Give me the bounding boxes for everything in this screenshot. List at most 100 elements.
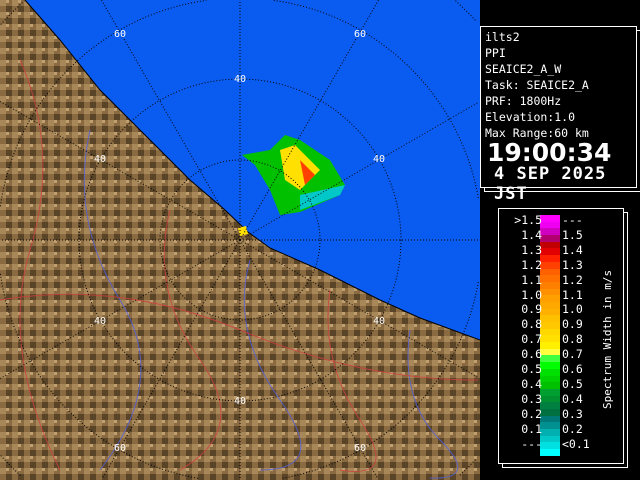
color-swatch (540, 395, 560, 403)
range-ring (459, 459, 476, 476)
color-swatch (540, 288, 560, 296)
left-legend-label: --- (521, 436, 542, 451)
right-legend-label: 1.3 (562, 257, 583, 272)
color-swatch (540, 228, 560, 236)
color-swatch (540, 422, 560, 429)
color-legend: >1.5 --- 1.4 1.5 1.3 1.4 1.2 1.3 1.1 1.2 1.0 1.1 0.9… (498, 208, 624, 464)
scan-mode: PPI (485, 46, 506, 60)
color-swatch (540, 388, 560, 396)
color-swatch (540, 342, 560, 349)
color-swatch (540, 408, 560, 416)
azimuth-spoke (0, 239, 241, 379)
left-legend-label: 0.8 (521, 317, 542, 332)
color-swatch (540, 301, 560, 309)
site-name: ilts2 (485, 30, 520, 44)
echo-region (238, 135, 345, 236)
right-legend-label: 0.2 (562, 421, 583, 436)
left-legend-label: 0.2 (521, 406, 542, 421)
task-name: Task: SEAICE2_A (485, 78, 589, 92)
range-rings (0, 0, 480, 480)
range-ring (0, 0, 207, 207)
color-swatch (540, 255, 560, 262)
right-legend-label: 0.3 (562, 406, 583, 421)
right-legend-label: 1.2 (562, 272, 583, 287)
color-swatch (540, 328, 560, 336)
right-legend-label: 1.4 (562, 242, 583, 257)
max-range-value: Max Range:60 km (485, 126, 589, 140)
color-swatch (540, 295, 560, 302)
color-swatch (540, 355, 560, 363)
left-legend-label: 1.4 (521, 227, 542, 242)
right-legend-label: 0.4 (562, 391, 583, 406)
right-legend-label: 1.1 (562, 287, 583, 302)
range-label: 40 (234, 74, 246, 85)
left-legend-label: 0.1 (521, 421, 542, 436)
color-swatch (540, 435, 560, 443)
color-bar (540, 215, 560, 456)
color-swatch (540, 281, 560, 289)
color-swatch (540, 368, 560, 376)
color-swatch (540, 402, 560, 409)
right-legend-label: 0.7 (562, 347, 583, 362)
left-legend-label: 0.9 (521, 302, 542, 317)
range-label: 40 (373, 316, 385, 327)
range-label: 40 (234, 396, 246, 407)
color-swatch (540, 235, 560, 242)
left-legend-label: 0.5 (521, 362, 542, 376)
azimuth-spoke (239, 239, 480, 379)
range-ring (281, 281, 479, 479)
coastline (24, 0, 480, 341)
color-swatch (540, 348, 560, 356)
legend-unit: Spectrum Width in m/s (601, 269, 614, 409)
range-label: 60 (354, 443, 366, 454)
color-swatch (540, 268, 560, 276)
scan-time: 19:00:34 (487, 138, 612, 167)
color-swatch (540, 315, 560, 322)
left-legend-label: 1.3 (521, 242, 542, 257)
right-legend-label: 1.0 (562, 302, 583, 317)
radar-ppi-map[interactable]: 40 40 40 40 40 40 60 60 60 60 (0, 0, 480, 480)
color-swatch (540, 335, 560, 343)
color-swatch (540, 322, 560, 329)
range-ring (78, 78, 402, 402)
range-label: 40 (94, 154, 106, 165)
color-swatch (540, 449, 560, 456)
left-legend-label: 1.1 (521, 272, 542, 287)
azimuth-spoke (239, 0, 379, 241)
color-swatch (540, 362, 560, 369)
left-legend-label: 0.7 (521, 332, 542, 347)
azimuth-spoke (101, 0, 241, 241)
color-swatch (540, 442, 560, 450)
left-legend-label: 1.0 (521, 287, 542, 302)
color-swatch (540, 275, 560, 282)
right-legend-label: <0.1 (562, 436, 590, 451)
color-swatch (540, 382, 560, 389)
left-legend-label: 0.4 (521, 376, 542, 391)
color-swatch (540, 215, 560, 222)
left-legend-label: 0.3 (521, 391, 542, 406)
scan-name: SEAICE2_A_W (485, 62, 562, 76)
right-legend-label: 0.5 (562, 376, 583, 391)
azimuth-spoke (101, 239, 241, 480)
range-label: 60 (354, 29, 366, 40)
color-swatch (540, 248, 560, 256)
color-swatch (540, 308, 560, 316)
color-swatch (540, 221, 560, 229)
range-labels: 40 40 40 40 40 40 60 60 60 60 (94, 29, 385, 454)
color-swatch (540, 429, 560, 436)
range-label: 60 (114, 29, 126, 40)
range-label: 40 (94, 316, 106, 327)
left-legend-label: 0.6 (521, 347, 542, 362)
color-swatch (540, 375, 560, 383)
right-legend-label: 0.8 (562, 332, 583, 347)
color-swatch (540, 261, 560, 269)
azimuth-spoke (0, 101, 241, 241)
right-legend-label: 0.6 (562, 362, 583, 376)
prf-value: PRF: 1800Hz (485, 94, 562, 108)
color-swatch (540, 415, 560, 423)
left-legend-label: >1.5 (514, 213, 542, 227)
scan-date: 4 SEP 2025 JST (494, 164, 607, 204)
range-label: 60 (114, 443, 126, 454)
elevation-value: Elevation:1.0 (485, 110, 576, 124)
right-legend-label: 1.5 (562, 227, 583, 242)
